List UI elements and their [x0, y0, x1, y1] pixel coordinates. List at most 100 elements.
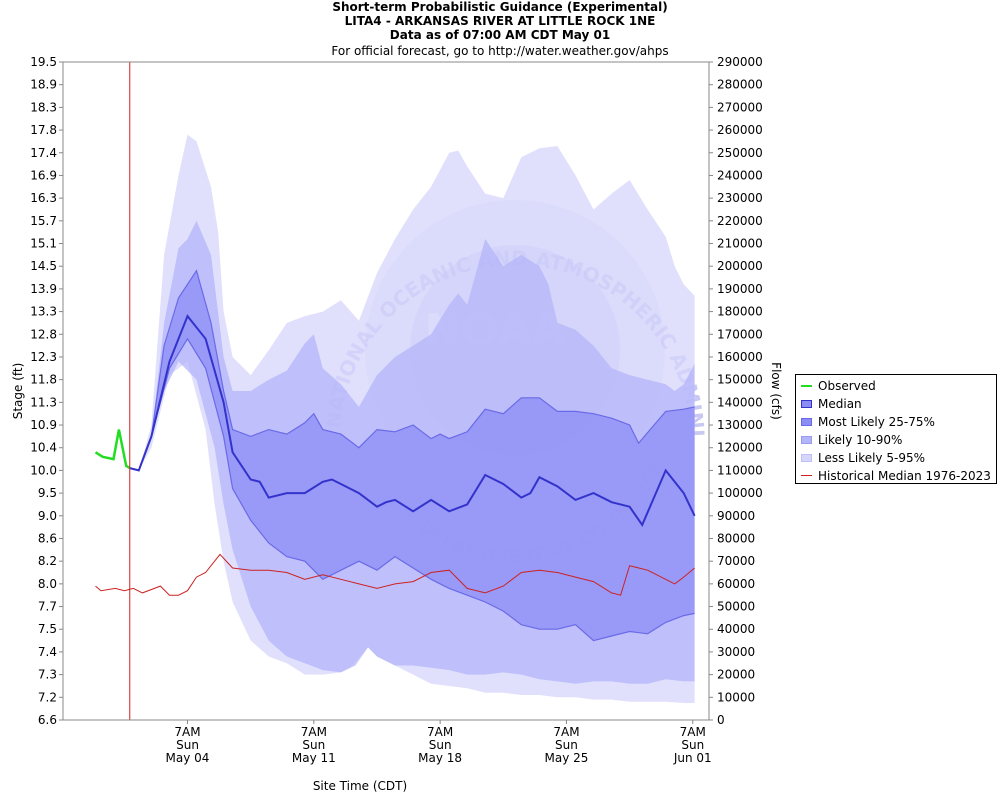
- y-tick-label: 13.3: [30, 305, 57, 319]
- series-lines: [94, 62, 696, 720]
- y2-tick-label: 90000: [717, 509, 755, 523]
- y2-tick-label: 100000: [717, 486, 763, 500]
- legend-label-observed: Observed: [818, 379, 876, 393]
- legend-swatch-likely: [801, 436, 812, 444]
- y2-tick-label: 130000: [717, 418, 763, 432]
- chart-title: Short-term Probabilistic Guidance (Exper…: [332, 0, 668, 14]
- y2-tick-label: 60000: [717, 577, 755, 591]
- y2-tick-label: 270000: [717, 100, 763, 114]
- y-tick-label: 17.4: [30, 146, 57, 160]
- legend-swatch-most-likely: [801, 418, 812, 426]
- y-tick-label: 8.0: [38, 577, 57, 591]
- y-tick-label: 7.2: [38, 690, 57, 704]
- y-tick-label: 10.4: [30, 441, 57, 455]
- y-tick-label: 8.6: [38, 531, 57, 545]
- y-tick-label: 16.9: [30, 168, 57, 182]
- y-tick-label: 11.8: [30, 373, 57, 387]
- y2-axis-label: Flow (cfs): [769, 362, 783, 420]
- y-tick-label: 7.5: [38, 622, 57, 636]
- y-axis-label: Stage (ft): [11, 363, 25, 420]
- legend-item-less-likely: Less Likely 5-95%: [796, 449, 996, 467]
- x-tick-label: Sun: [555, 738, 578, 752]
- y2-tick-label: 150000: [717, 373, 763, 387]
- y2-tick-label: 110000: [717, 463, 763, 477]
- probability-bands: [129, 134, 695, 704]
- data-timestamp: Data as of 07:00 AM CDT May 01: [389, 28, 611, 42]
- y2-tick-label: 30000: [717, 645, 755, 659]
- y-tick-label: 15.1: [30, 237, 57, 251]
- y-tick-label: 14.5: [30, 259, 57, 273]
- y-tick-label: 7.3: [38, 668, 57, 682]
- y-tick-label: 9.5: [38, 486, 57, 500]
- y-tick-label: 8.2: [38, 554, 57, 568]
- band-25-75: [129, 270, 695, 641]
- axes: 19.5 18.9 18.3 17.8 17.4 16.9 16.3 15.7 15.1 14.5…: [30, 55, 763, 765]
- x-axis-label: Site Time (CDT): [313, 779, 407, 793]
- y-tick-label: 16.3: [30, 191, 57, 205]
- legend: Observed Median Most Likely 25-75% Likel…: [795, 374, 997, 484]
- x-tick-label: Sun: [429, 738, 452, 752]
- x-tick-label: 7AM: [680, 725, 706, 739]
- legend-item-most-likely: Most Likely 25-75%: [796, 413, 996, 431]
- x-tick-label: Sun: [681, 738, 704, 752]
- y-tick-label: 17.8: [30, 123, 57, 137]
- y-tick-label: 7.4: [38, 645, 57, 659]
- x-tick-label: 7AM: [174, 725, 200, 739]
- y2-tick-label: 250000: [717, 146, 763, 160]
- y-tick-label: 18.3: [30, 100, 57, 114]
- y-tick-label: 6.6: [38, 713, 57, 727]
- y2-tick-label: 210000: [717, 237, 763, 251]
- y-tick-label: 12.3: [30, 350, 57, 364]
- median-line: [129, 314, 696, 527]
- y2-tick-label: 290000: [717, 55, 763, 69]
- y-tick-label: 11.3: [30, 395, 57, 409]
- y2-tick-label: 40000: [717, 622, 755, 636]
- y2-tick-label: 220000: [717, 214, 763, 228]
- legend-item-likely: Likely 10-90%: [796, 431, 996, 449]
- legend-label-most-likely: Most Likely 25-75%: [818, 415, 935, 429]
- y2-tick-label: 20000: [717, 668, 755, 682]
- y2-tick-label: 200000: [717, 259, 763, 273]
- y-tick-label: 19.5: [30, 55, 57, 69]
- y-tick-label: 18.9: [30, 78, 57, 92]
- y-tick-label: 13.9: [30, 282, 57, 296]
- y2-tick-label: 120000: [717, 441, 763, 455]
- legend-swatch-less-likely: [801, 454, 812, 462]
- legend-label-less-likely: Less Likely 5-95%: [818, 451, 925, 465]
- y2-tick-label: 10000: [717, 690, 755, 704]
- x-tick-label: 7AM: [301, 725, 327, 739]
- historical-median-line: [95, 553, 695, 596]
- legend-label-likely: Likely 10-90%: [818, 433, 903, 447]
- legend-item-observed: Observed: [796, 377, 996, 395]
- plot-frame: [62, 61, 710, 721]
- legend-swatch-historical: [801, 475, 812, 476]
- y2-tick-label: 230000: [717, 191, 763, 205]
- y-tick-label: 7.7: [38, 600, 57, 614]
- band-25-75-upper-edge: [129, 269, 695, 472]
- legend-swatch-median: [801, 400, 812, 408]
- y2-tick-label: 140000: [717, 395, 763, 409]
- y2-tick-label: 260000: [717, 123, 763, 137]
- legend-item-median: Median: [796, 395, 996, 413]
- band-25-75-lower-edge: [129, 337, 695, 642]
- y2-tick-label: 190000: [717, 282, 763, 296]
- observed-line: [94, 429, 131, 470]
- x-tick-label: May 18: [418, 751, 462, 765]
- y2-tick-label: 180000: [717, 305, 763, 319]
- y2-tick-label: 80000: [717, 531, 755, 545]
- x-tick-label: 7AM: [553, 725, 579, 739]
- x-tick-label: 7AM: [427, 725, 453, 739]
- x-tick-label: Jun 01: [673, 751, 712, 765]
- legend-label-historical: Historical Median 1976-2023: [818, 469, 991, 483]
- y-tick-label: 9.0: [38, 509, 57, 523]
- y-tick-label: 15.7: [30, 214, 57, 228]
- y2-tick-label: 160000: [717, 350, 763, 364]
- x-tick-label: Sun: [302, 738, 325, 752]
- station-name: LITA4 - ARKANSAS RIVER AT LITTLE ROCK 1N…: [344, 14, 656, 28]
- legend-item-historical: Historical Median 1976-2023: [796, 467, 996, 485]
- y-tick-label: 12.8: [30, 327, 57, 341]
- y2-tick-label: 280000: [717, 78, 763, 92]
- x-tick-label: May 25: [544, 751, 588, 765]
- legend-label-median: Median: [818, 397, 862, 411]
